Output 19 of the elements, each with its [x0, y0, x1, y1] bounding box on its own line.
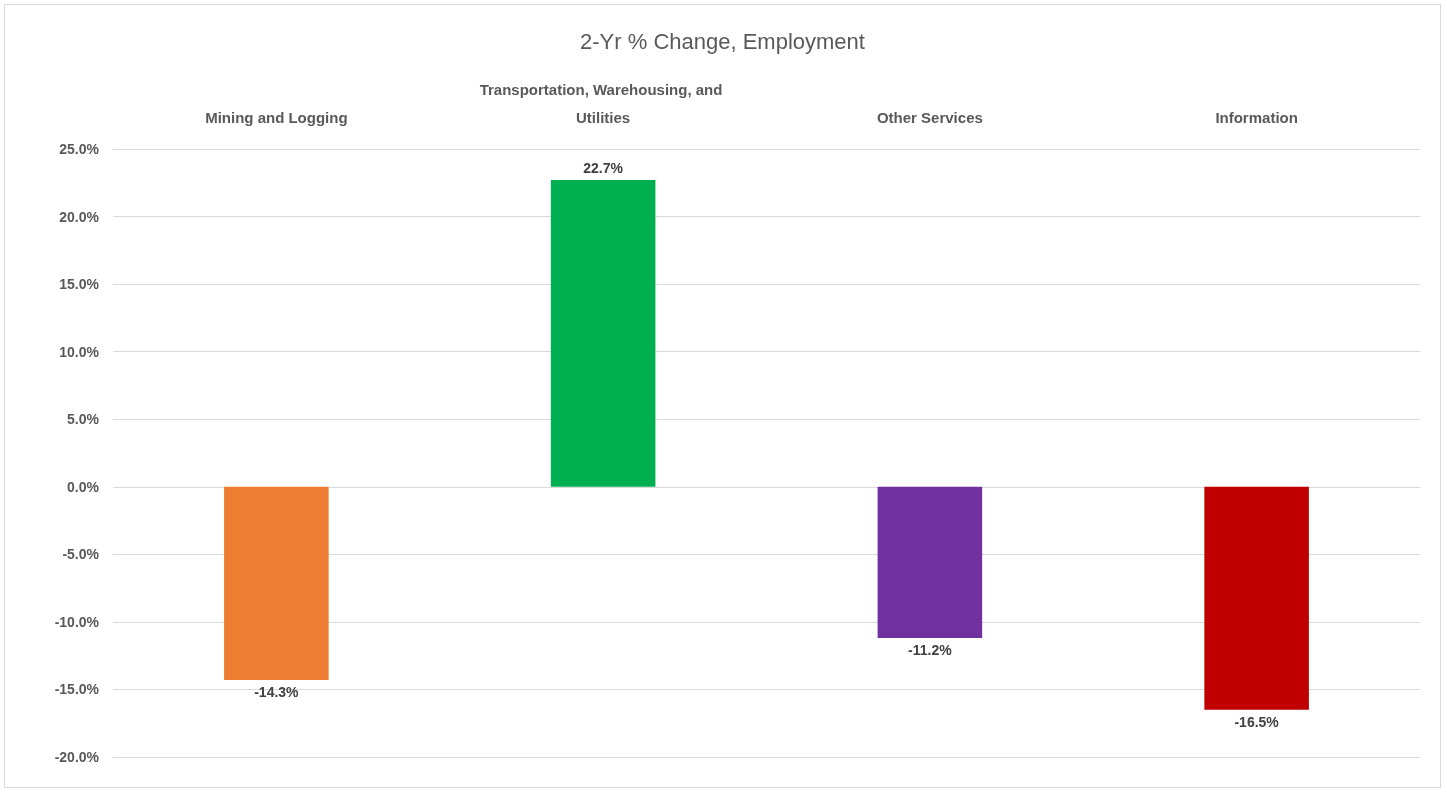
- data-label: -14.3%: [254, 683, 300, 700]
- data-label: -16.5%: [1234, 713, 1280, 730]
- y-tick-label: 10.0%: [59, 343, 100, 360]
- data-label: -11.2%: [908, 642, 953, 659]
- y-tick-label: 25.0%: [59, 141, 100, 157]
- y-tick-label: 15.0%: [59, 276, 100, 293]
- y-tick-label: -10.0%: [54, 613, 100, 630]
- x-tick-label: Other Services: [876, 108, 983, 126]
- y-tick-label: 20.0%: [59, 208, 100, 225]
- x-tick-label: Transportation, Warehousing, and Utilities: [479, 80, 727, 126]
- y-tick-label: -5.0%: [62, 546, 100, 563]
- chart-title: 2-Yr % Change, Employment: [580, 28, 865, 54]
- x-tick-label: Mining and Logging: [205, 108, 348, 126]
- y-tick-label: 5.0%: [67, 411, 100, 428]
- x-tick-label: Information: [1215, 108, 1298, 126]
- y-tick-label: 0.0%: [67, 478, 100, 495]
- data-label: 22.7%: [583, 160, 624, 177]
- y-tick-label: -20.0%: [54, 749, 100, 765]
- y-tick-label: -15.0%: [54, 681, 100, 698]
